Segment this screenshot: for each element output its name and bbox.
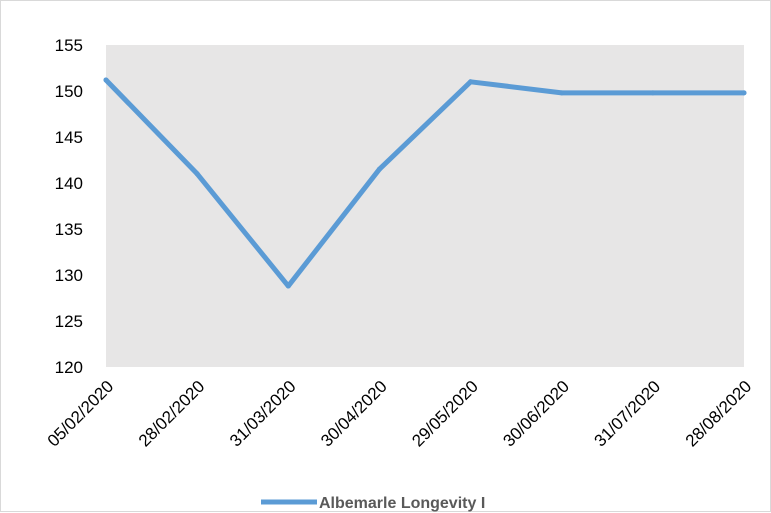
data-point: [559, 90, 565, 96]
y-tick-label: 120: [55, 358, 83, 377]
y-tick-label: 125: [55, 312, 83, 331]
x-axis-ticks: 05/02/2020 28/02/2020 31/03/2020 30/04/2020…: [44, 377, 756, 451]
y-tick-label: 140: [55, 174, 83, 193]
data-point: [194, 171, 200, 177]
series-line-albemarle-longevity-i: [103, 77, 747, 289]
y-tick-label: 135: [55, 220, 83, 239]
legend: Albemarle Longevity I: [261, 495, 485, 512]
data-point: [650, 90, 656, 96]
y-axis-ticks: 120 125 130 135 140 145 150 155: [55, 36, 83, 377]
x-tick-label: 05/02/2020: [44, 377, 118, 451]
x-tick-label: 30/06/2020: [499, 377, 573, 451]
data-point: [376, 166, 382, 172]
x-tick-label: 31/07/2020: [591, 377, 665, 451]
y-tick-label: 150: [55, 82, 83, 101]
plot-area: [106, 45, 744, 367]
x-tick-label: 28/08/2020: [682, 377, 756, 451]
data-point: [103, 77, 109, 83]
data-point: [285, 283, 291, 289]
x-tick-label: 30/04/2020: [317, 377, 391, 451]
y-tick-label: 155: [55, 36, 83, 55]
data-point: [468, 79, 474, 85]
legend-label: Albemarle Longevity I: [319, 495, 485, 512]
x-tick-label: 29/05/2020: [408, 377, 482, 451]
y-tick-label: 130: [55, 266, 83, 285]
series-points: [103, 77, 747, 289]
x-tick-label: 31/03/2020: [226, 377, 300, 451]
data-point: [741, 90, 747, 96]
y-tick-label: 145: [55, 128, 83, 147]
x-tick-label: 28/02/2020: [135, 377, 209, 451]
